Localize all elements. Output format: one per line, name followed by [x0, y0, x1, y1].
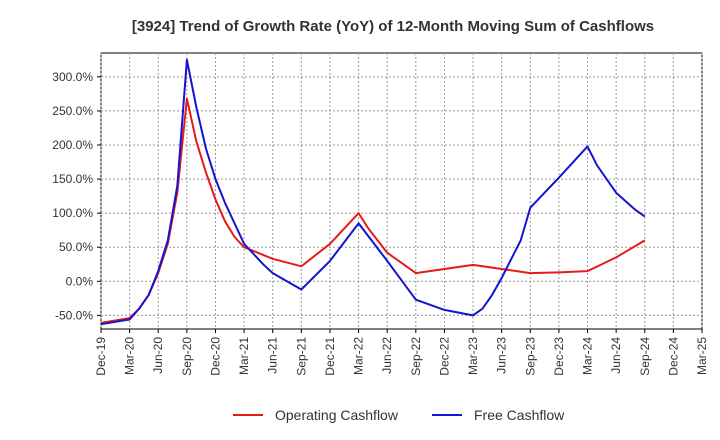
x-tick-label: Jun-20: [151, 337, 165, 374]
x-tick-label: Sep-24: [638, 337, 652, 376]
x-tick-label: Jun-23: [495, 337, 509, 374]
x-tick-label: Mar-21: [237, 337, 251, 375]
legend-label-operating-cashflow: Operating Cashflow: [275, 407, 399, 423]
y-tick-label: -50.0%: [55, 308, 93, 322]
y-tick-label: 100.0%: [52, 206, 93, 220]
y-tick-label: 150.0%: [52, 172, 93, 186]
x-tick-label: Mar-23: [466, 337, 480, 375]
x-tick-label: Sep-22: [409, 337, 423, 376]
series-line-free-cashflow: [100, 58, 646, 326]
x-tick-label: Dec-23: [552, 337, 566, 376]
x-tick-label: Dec-20: [208, 337, 222, 376]
x-tick-label: Sep-20: [180, 337, 194, 376]
x-tick-label: Mar-20: [123, 337, 137, 375]
x-tick-label: Mar-22: [352, 337, 366, 375]
legend: Operating Cashflow Free Cashflow: [233, 407, 565, 423]
y-tick-label: 0.0%: [66, 274, 94, 288]
x-tick-label: Dec-24: [666, 337, 680, 376]
series-lines: [100, 58, 646, 326]
x-tick-label: Dec-19: [94, 337, 108, 376]
x-tick-label: Sep-23: [523, 337, 537, 376]
y-tick-label: 50.0%: [59, 240, 93, 254]
x-tick-label: Jun-22: [380, 337, 394, 374]
x-tick-label: Dec-22: [437, 337, 451, 376]
x-tick-label: Dec-21: [323, 337, 337, 376]
x-tick-label: Mar-25: [695, 337, 709, 375]
x-axis: Dec-19 Mar-20 Jun-20 Sep-20 Dec-20 Mar-21 Jun-…: [94, 329, 709, 376]
y-axis: -50.0% 0.0% 50.0% 100.0% 150.0% 200.0% 250.0% 3…: [52, 70, 101, 322]
chart-title: [3924] Trend of Growth Rate (YoY) of 12-…: [132, 18, 654, 35]
x-tick-label: Mar-24: [581, 337, 595, 375]
y-tick-label: 250.0%: [52, 104, 93, 118]
y-tick-label: 200.0%: [52, 138, 93, 152]
x-tick-label: Jun-21: [266, 337, 280, 374]
x-tick-label: Jun-24: [609, 337, 623, 374]
plot-area: [100, 52, 703, 330]
y-tick-label: 300.0%: [52, 70, 93, 84]
x-tick-label: Sep-21: [294, 337, 308, 376]
legend-label-free-cashflow: Free Cashflow: [474, 407, 565, 423]
